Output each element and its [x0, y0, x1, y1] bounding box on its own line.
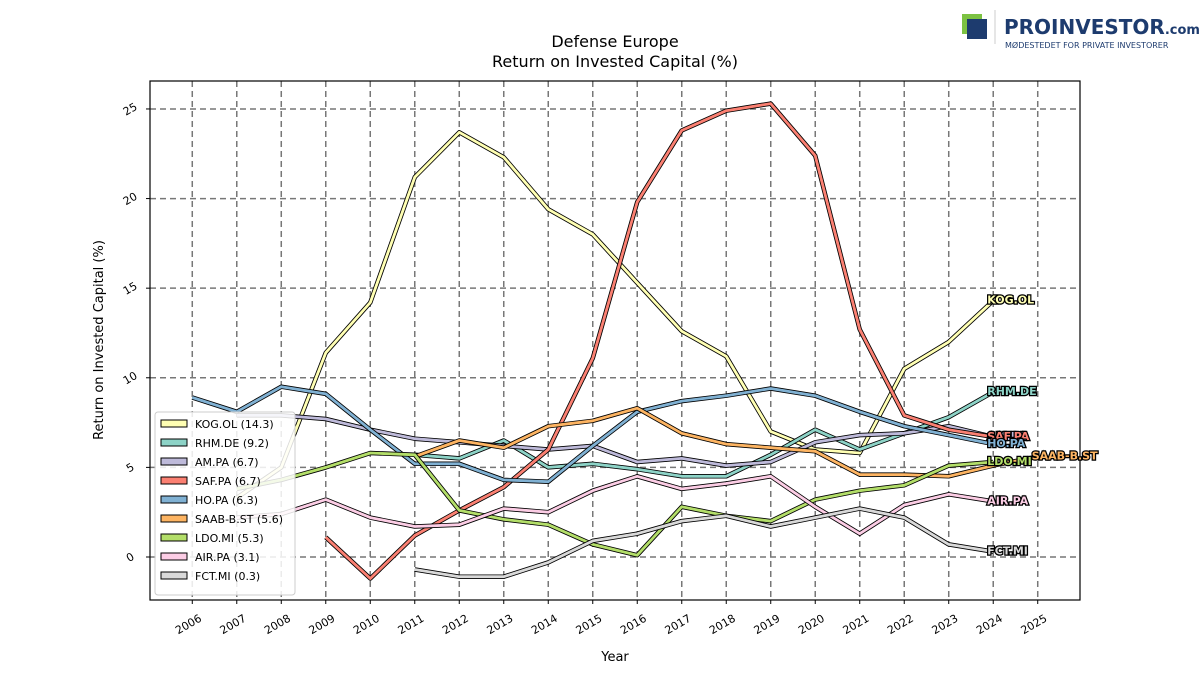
- line: [236, 414, 994, 467]
- legend-label: AIR.PA (3.1): [195, 551, 260, 564]
- legend-label: FCT.MI (0.3): [195, 570, 260, 583]
- logo-name: PROINVESTOR.com: [1004, 15, 1200, 39]
- series-end-label: SAF.PA: [987, 430, 1030, 443]
- legend-label: SAAB-B.ST (5.6): [195, 513, 283, 526]
- legend-label: KOG.OL (14.3): [195, 418, 274, 431]
- line: [324, 102, 994, 580]
- legend-label: SAF.PA (6.7): [195, 475, 261, 488]
- series-end-label: AM.PA: [987, 430, 1027, 443]
- series-end-label: RHM.DE: [987, 385, 1036, 398]
- y-tick-label: 15: [121, 279, 140, 297]
- legend-swatch: [160, 419, 188, 428]
- legend-swatch: [160, 438, 188, 447]
- legend-swatch: [160, 495, 188, 504]
- line: [236, 474, 994, 536]
- line: [414, 406, 1038, 478]
- y-tick-label: 20: [121, 190, 140, 208]
- line: [236, 130, 995, 499]
- series-end-label: KOG.OL: [987, 294, 1034, 307]
- legend-label: HO.PA (6.3): [195, 494, 258, 507]
- legend-label: LDO.MI (5.3): [195, 532, 264, 545]
- x-axis-label: Year: [600, 650, 629, 665]
- line: [191, 385, 994, 484]
- series-end-label: FCT.MI: [987, 545, 1028, 558]
- series-end-label: LDO.MI: [987, 455, 1031, 468]
- line: [236, 451, 994, 557]
- series-end-label: HO.PA: [987, 437, 1026, 450]
- logo-tagline: MØDESTEDET FOR PRIVATE INVESTORER: [1005, 40, 1169, 50]
- chart-subtitle: Return on Invested Capital (%): [492, 52, 738, 71]
- legend-swatch: [160, 514, 188, 523]
- series-end-label: AIR.PA: [987, 494, 1029, 507]
- legend-box: [154, 411, 296, 596]
- legend-swatch: [160, 476, 188, 485]
- chart-title: Defense Europe: [551, 32, 678, 51]
- legend-swatch: [160, 533, 188, 542]
- logo: PROINVESTOR.com MØDESTEDET FOR PRIVATE I…: [962, 10, 1200, 50]
- legend-label: RHM.DE (9.2): [195, 437, 269, 450]
- line: [414, 507, 994, 579]
- y-axis-label: Return on Invested Capital (%): [92, 240, 107, 440]
- y-tick-label: 25: [121, 100, 140, 118]
- legend-swatch: [160, 552, 188, 561]
- legend-swatch: [160, 457, 188, 466]
- plot-frame: [149, 80, 1081, 601]
- logo-icon: [967, 19, 987, 39]
- legend-swatch: [160, 571, 188, 580]
- series-end-label: SAAB-B.ST: [1032, 450, 1098, 463]
- y-tick-label: 10: [121, 369, 140, 387]
- legend-label: AM.PA (6.7): [195, 456, 259, 469]
